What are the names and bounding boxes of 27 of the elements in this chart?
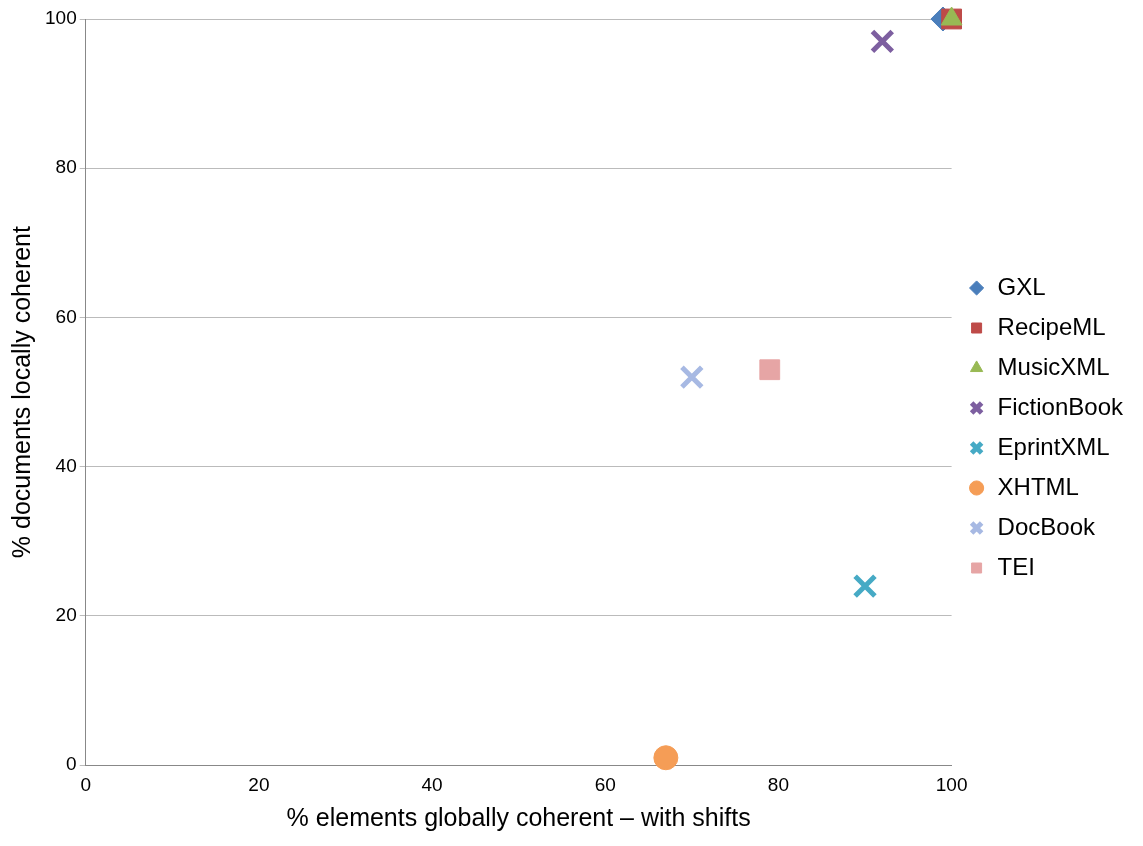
x-tick-label: 100 xyxy=(935,773,968,795)
x-tick-label: 40 xyxy=(421,773,443,795)
legend-label: TEI xyxy=(997,552,1035,580)
legend-label: RecipeML xyxy=(997,312,1106,340)
legend-label: EprintXML xyxy=(997,432,1110,460)
y-tick-label: 0 xyxy=(66,753,77,775)
x-tick-label: 60 xyxy=(594,773,616,795)
point xyxy=(869,28,895,54)
legend-label: GXL xyxy=(997,272,1046,300)
y-tick-label: 100 xyxy=(45,7,77,29)
y-tick-label: 20 xyxy=(55,604,77,626)
x-tick-label: 80 xyxy=(767,773,789,795)
legend-label: MusicXML xyxy=(997,352,1110,380)
legend-label: DocBook xyxy=(997,512,1096,540)
x-tick-label: 20 xyxy=(248,773,270,795)
point xyxy=(653,745,679,771)
x-tick-label: 0 xyxy=(80,773,91,795)
x-axis-title: % elements globally coherent – with shifts xyxy=(286,802,751,831)
legend-label: FictionBook xyxy=(997,392,1124,420)
y-axis-title: % documents locally coherent xyxy=(6,225,35,559)
y-tick-label: 60 xyxy=(55,305,77,327)
y-tick-label: 40 xyxy=(55,454,77,476)
point xyxy=(679,364,705,390)
point xyxy=(759,359,781,381)
y-tick-label: 80 xyxy=(55,156,77,178)
legend-label: XHTML xyxy=(997,472,1079,500)
point xyxy=(852,573,878,599)
